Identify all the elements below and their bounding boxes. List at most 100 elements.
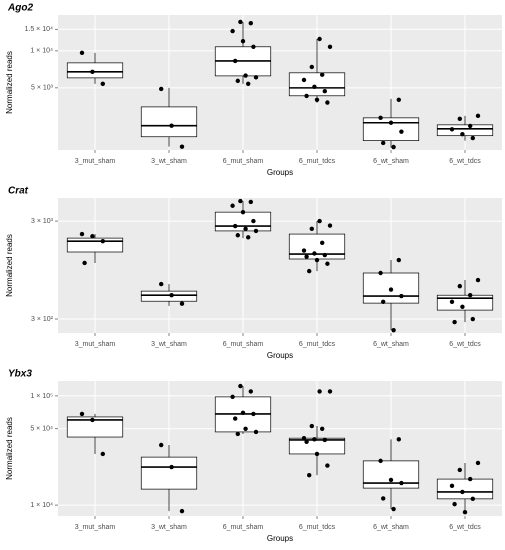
data-point [460,131,465,137]
y-axis-label: Normalized reads [5,417,14,480]
data-point [240,209,246,215]
x-tick-label: 6_wt_sham [373,158,409,165]
x-tick-label: 6_mut_tdcs [299,341,336,348]
data-point [79,50,85,56]
x-tick-label: 3_mut_sham [75,158,116,165]
data-point [230,394,235,400]
data-point [457,116,462,121]
data-point [79,411,85,417]
data-point [90,69,95,75]
data-point [381,299,386,304]
box [436,124,494,137]
data-point [79,231,85,237]
y-tick-label: 1 × 10⁴ [30,48,53,55]
data-point [238,19,243,25]
data-point [240,38,246,44]
data-point [378,270,383,276]
data-point [235,78,240,84]
box [288,72,346,97]
x-tick-label: 3_wt_sham [151,524,187,531]
data-point [468,123,473,129]
data-point [235,431,240,437]
box [140,456,198,490]
y-tick-label: 5 × 10⁴ [30,426,53,433]
data-point [449,483,455,489]
data-point [396,437,401,442]
data-point [396,257,401,263]
data-point [381,496,386,501]
data-point [233,58,238,64]
data-point [251,218,256,224]
data-point [378,115,383,121]
data-point [320,240,325,246]
y-tick-label: 1.5 × 10⁴ [24,26,53,33]
data-point [248,389,253,394]
data-point [317,389,322,394]
data-point [243,226,248,232]
data-point [243,426,248,431]
y-tick-label: 1 × 10⁴ [30,502,53,509]
data-point [309,226,314,232]
data-point [317,36,322,42]
x-tick-label: 3_mut_sham [75,524,116,531]
data-point [378,458,383,464]
x-tick-label: 6_mut_sham [223,524,264,531]
data-point [179,508,185,514]
data-point [470,496,475,502]
data-point [179,301,185,306]
data-point [322,252,327,258]
box [66,62,124,79]
data-point [301,77,307,83]
data-point [475,277,481,283]
data-point [243,73,248,78]
x-tick-label: 6_mut_sham [223,341,264,348]
data-point [475,460,481,466]
data-point [248,21,253,26]
data-point [322,437,327,443]
y-tick-label: 3 × 10² [31,316,54,323]
box [362,460,420,489]
data-point [314,451,320,457]
data-point [452,501,457,507]
box [214,211,272,232]
data-point [253,75,259,80]
data-point [327,44,333,49]
data-point [230,203,235,208]
data-point [169,293,174,298]
data-point [460,489,465,495]
data-point [325,100,330,105]
data-point [233,416,238,421]
data-point [100,238,106,244]
data-point [320,426,325,431]
chart-title: Ybx3 [8,369,32,380]
data-point [312,437,317,442]
x-axis-label: Groups [267,351,293,360]
plot-background [58,381,502,516]
plot-background [58,15,502,150]
data-point [253,429,259,435]
data-point [179,144,185,149]
y-tick-label: 1 × 10⁵ [30,393,53,400]
data-point [388,477,394,483]
box [140,106,198,138]
y-tick-label: 3 × 10³ [31,218,54,225]
data-point [304,439,309,444]
data-point [304,93,309,99]
chart-title: Crat [8,186,29,197]
data-point [159,86,164,92]
x-tick-label: 6_wt_tdcs [449,158,481,165]
x-tick-label: 3_mut_sham [75,341,116,348]
data-point [325,463,330,468]
data-point [457,467,462,473]
data-point [460,304,465,309]
data-point [475,113,481,119]
data-point [100,81,106,87]
data-point [449,127,455,132]
data-point [381,140,386,146]
x-tick-label: 6_wt_tdcs [449,524,481,531]
y-tick-label: 5 × 10³ [31,85,54,92]
data-point [304,254,309,259]
box [66,237,124,253]
data-point [391,144,396,150]
y-axis-label: Normalized reads [5,234,14,297]
